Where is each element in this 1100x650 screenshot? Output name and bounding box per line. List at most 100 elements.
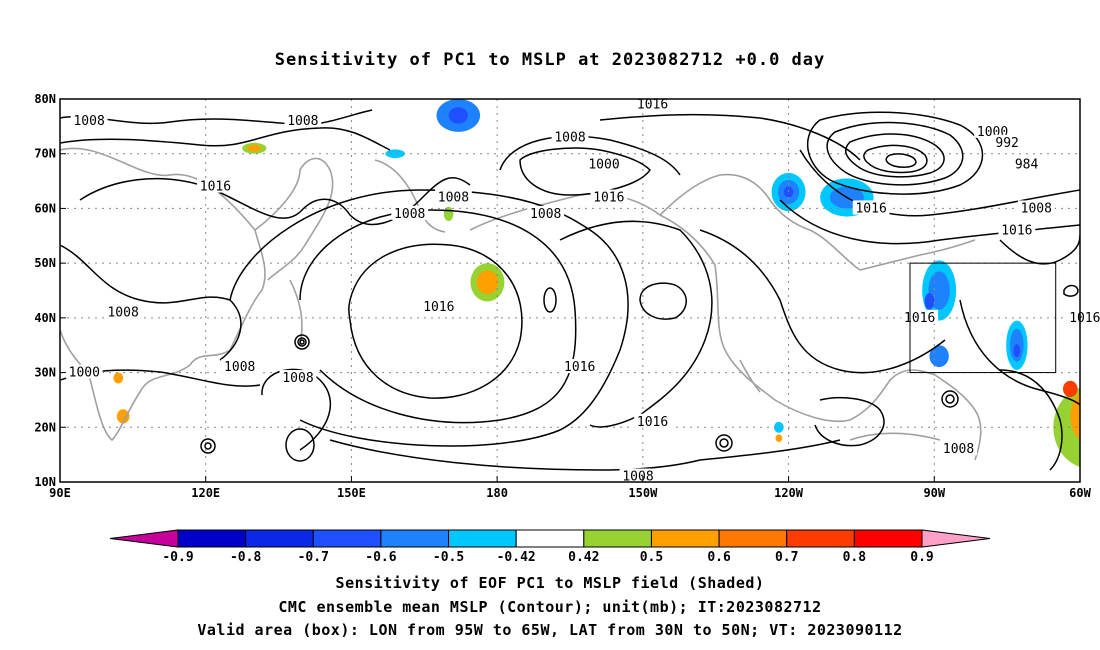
contour-label: 984 [1015,158,1039,173]
plot-frame [59,98,1081,483]
colorbar-swatch [380,529,450,548]
contour-label: 1008 [943,442,974,457]
shaded-region [1087,405,1100,438]
contour-label: 1016 [904,311,935,326]
contour-label: 1000 [588,158,619,173]
contour-label-bg [65,364,103,379]
contour-label-bg [420,298,458,313]
colorbar-label: -0.7 [298,550,329,565]
contour-label-bg [279,370,317,385]
x-tick-label: 120W [774,486,804,500]
x-tick-label: 90W [923,486,945,500]
shaded-region [1013,344,1021,358]
contour-label-bg [992,134,1022,149]
colorbar-label: -0.9 [162,550,193,565]
contour-label: 1008 [622,470,653,485]
colorbar-swatch [448,529,517,548]
contour-label: 1008 [394,207,425,222]
contour-label-bg [284,112,322,127]
contour-label-bg [940,441,977,456]
colorbar-label: -0.42 [497,550,536,565]
colorbar-label: 0.7 [775,550,798,565]
contour-label-bg [634,96,671,111]
shaded-region [385,149,405,159]
valid-area-box [909,262,1057,374]
shaded-region [775,434,783,443]
contour-label-bg [70,112,108,127]
contour-label: 1008 [1021,201,1052,216]
x-tick-label: 90E [49,486,71,500]
colorbar-swatch [515,529,585,548]
colorbar-label: -0.6 [365,550,396,565]
x-tick-label: 150E [337,486,366,500]
contour-labels: 1008 100810161008100810081000101610161008… [65,96,1100,485]
contour-label-bg [1066,309,1100,324]
shaded-region [774,421,784,433]
shaded-region [113,372,124,384]
y-tick-label: 50N [34,256,56,270]
colorbar-label: 0.8 [843,550,867,565]
shaded-region [929,345,949,368]
contour-label-bg [104,304,142,319]
y-tick-label: 40N [34,311,56,325]
colorbar-label: 0.9 [910,550,933,565]
contour-label: 1016 [637,97,668,112]
colorbar-label: 0.6 [707,550,731,565]
contour-label-bg [998,222,1036,237]
shaded-sensitivity [113,99,1100,467]
colorbar-swatch [312,529,382,548]
contour-label: 1008 [224,360,255,375]
colorbar-label: 0.5 [640,550,663,565]
contour-label-bg [590,189,628,204]
y-axis-ticks: 10N 20N 30N 40N 50N 60N 70N 80N [34,92,66,489]
contour-label: 1016 [200,180,231,195]
contour-label: 1008 [554,130,585,145]
contour-label-bg [1017,200,1055,215]
contour-label: 1008 [530,207,561,222]
shaded-region [476,270,499,295]
contour-label-bg [974,123,1011,138]
x-tick-label: 60W [1069,486,1091,500]
colorbar-swatch [177,529,247,548]
y-tick-label: 10N [34,475,56,489]
colorbar-label: -0.5 [433,550,464,565]
colorbar-high-arrow [921,529,991,548]
contour-label-bg [435,189,472,204]
contour-label: 1016 [637,415,668,430]
contour-label-bg [561,359,599,374]
shaded-region [116,409,130,424]
x-tick-label: 120E [191,486,220,500]
shaded-region [1070,392,1080,441]
shaded-region [1063,380,1078,398]
contour-label: 1008 [282,371,313,386]
shaded-region [448,107,468,124]
contour-label-bg [585,156,623,171]
colorbar-label: -0.8 [230,550,261,565]
caption-line-3: Valid area (box): LON from 95W to 65W, L… [197,621,903,639]
colorbar: -0.9 -0.8 -0.7 -0.6 -0.5 -0.42 0.42 0.5 0.6 0.7 0.… [109,529,991,565]
contour-label: 992 [995,136,1018,151]
caption-line-1: Sensitivity of EOF PC1 to MSLP field (Sh… [335,574,765,592]
contour-label-bg [634,413,671,428]
contour-label: 1008 [73,114,104,129]
y-tick-label: 70N [34,147,56,161]
contour-label: 1000 [69,366,100,381]
y-tick-label: 20N [34,420,56,434]
x-tick-label: 150W [628,486,658,500]
contour-label-bg [852,200,890,215]
shaded-region [783,186,794,198]
contour-label: 1016 [423,300,454,315]
y-tick-label: 30N [34,366,56,380]
x-axis-ticks: 90E 120E 150E 180 150W 120W 90W 60W [49,476,1092,500]
contour-label-bg [619,468,657,483]
contour-label: 1016 [1001,223,1032,238]
contour-label: 1008 [438,190,469,205]
contour-label-bg [901,309,939,324]
contour-label: 1016 [564,360,595,375]
contour-label-bg [221,359,259,374]
contour-label-bg [527,205,565,220]
caption-line-2: CMC ensemble mean MSLP (Contour); unit(m… [278,598,822,616]
colorbar-low-arrow [109,529,179,548]
colorbar-swatch [650,529,720,548]
